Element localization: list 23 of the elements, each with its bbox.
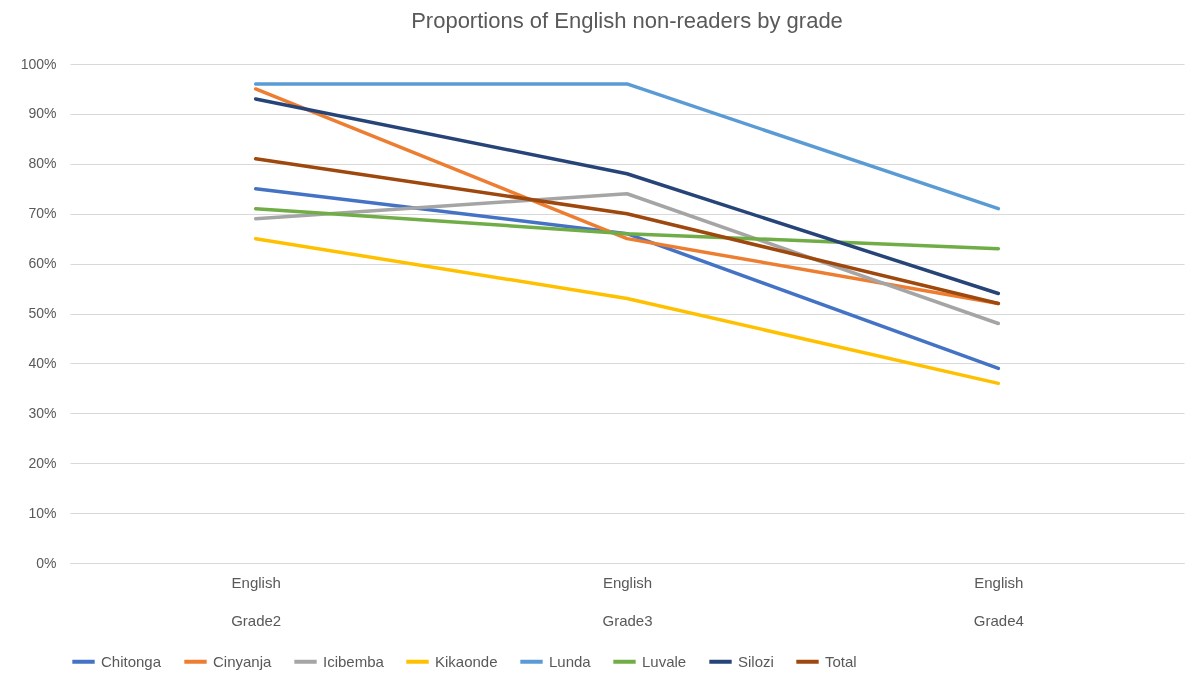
- chart-title: Proportions of English non-readers by grade: [411, 8, 843, 33]
- y-tick-label: 0%: [36, 554, 57, 571]
- y-tick-label: 90%: [28, 105, 57, 122]
- legend-label: Cinyanja: [213, 652, 273, 670]
- category-label: English Grade3: [602, 573, 653, 629]
- y-tick-label: 10%: [28, 504, 57, 521]
- y-tick-label: 70%: [28, 205, 57, 222]
- category-label: English Grade4: [973, 573, 1024, 629]
- legend-label: Luvale: [642, 652, 687, 670]
- category-label: English Grade2: [231, 573, 282, 629]
- legend-label: Icibemba: [323, 652, 385, 670]
- y-tick-label: 50%: [28, 305, 57, 321]
- y-tick-label: 20%: [28, 454, 57, 471]
- y-tick-label: 60%: [28, 255, 57, 272]
- legend-label: Lunda: [549, 652, 592, 670]
- y-tick-label: 40%: [28, 354, 57, 371]
- y-tick-label: 100%: [20, 55, 57, 72]
- y-tick-label: 30%: [28, 404, 57, 421]
- legend-label: Chitonga: [101, 652, 162, 670]
- legend-label: Silozi: [738, 652, 774, 670]
- y-tick-label: 80%: [28, 155, 57, 172]
- legend-label: Kikaonde: [435, 652, 498, 670]
- legend-label: Total: [825, 652, 857, 670]
